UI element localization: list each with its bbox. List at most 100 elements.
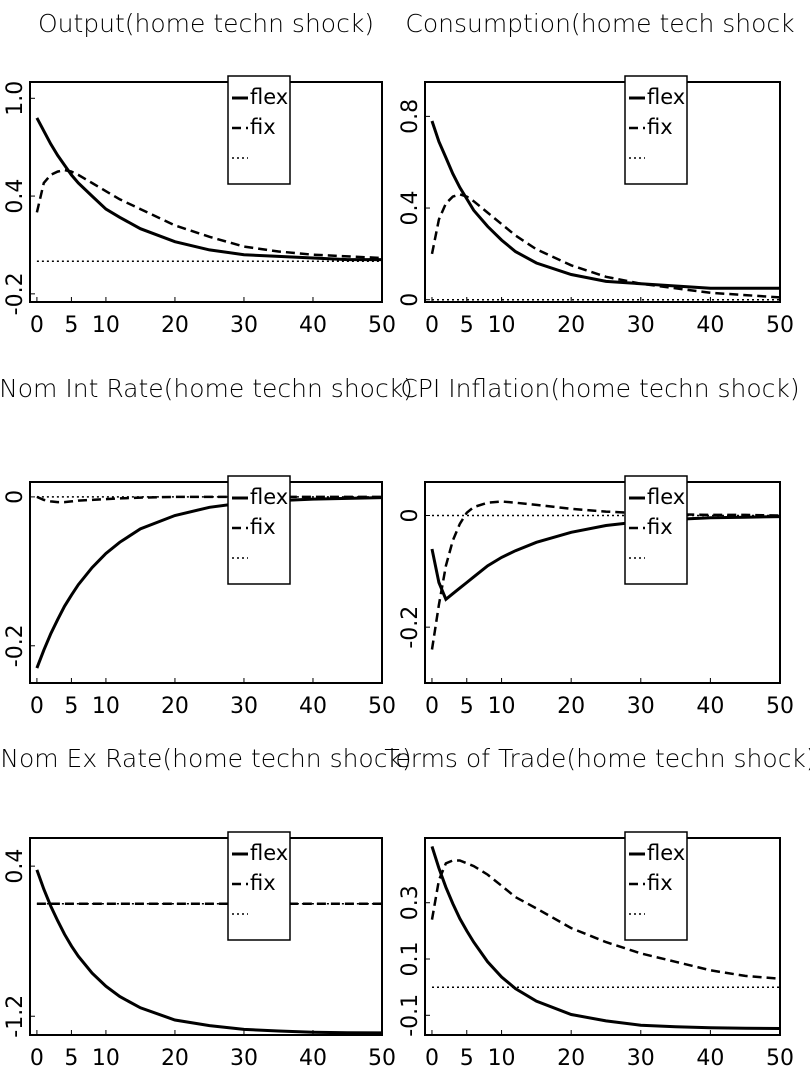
x-tick-label: 50 bbox=[766, 313, 794, 338]
series-line bbox=[430, 120, 780, 290]
x-tick-label: 5 bbox=[460, 694, 474, 719]
series-line bbox=[430, 192, 781, 299]
series-line bbox=[430, 845, 781, 1030]
legend-label: flex bbox=[647, 485, 685, 509]
legend-label: flex bbox=[647, 841, 685, 865]
x-tick-label: 20 bbox=[557, 313, 585, 338]
y-tick-label: 0.4 bbox=[398, 191, 423, 226]
x-tick-label: 50 bbox=[368, 694, 396, 719]
x-tick-label: 10 bbox=[92, 1046, 120, 1071]
x-tick-label: 40 bbox=[696, 1046, 724, 1071]
x-tick-label: 10 bbox=[92, 694, 120, 719]
legend-label: flex bbox=[250, 485, 288, 509]
legend: flex fix bbox=[624, 475, 688, 585]
chart-title: Consumption(home tech shock bbox=[405, 9, 794, 38]
plot-frame bbox=[29, 481, 383, 684]
x-tick-label: 10 bbox=[488, 694, 516, 719]
x-tick-label: 20 bbox=[161, 694, 189, 719]
plot-frame bbox=[29, 837, 383, 1036]
legend-label: fix bbox=[250, 871, 276, 895]
legend-box bbox=[624, 75, 688, 185]
series-line bbox=[430, 500, 781, 650]
x-tick-label: 5 bbox=[460, 313, 474, 338]
legend-label: flex bbox=[250, 85, 288, 109]
x-tick-label: 40 bbox=[299, 694, 327, 719]
x-tick-label: 50 bbox=[766, 1046, 794, 1071]
x-tick-label: 50 bbox=[368, 313, 396, 338]
legend-label: fix bbox=[647, 115, 673, 139]
legend: flex fix bbox=[227, 75, 291, 185]
x-tick-label: 10 bbox=[488, 313, 516, 338]
x-tick-label: 30 bbox=[627, 1046, 655, 1071]
y-tick-label: -0.2 bbox=[3, 272, 28, 315]
legend-label: fix bbox=[250, 515, 276, 539]
legend-box bbox=[227, 75, 291, 185]
x-tick-label: 10 bbox=[488, 1046, 516, 1071]
x-tick-label: 40 bbox=[299, 1046, 327, 1071]
legend-box bbox=[624, 475, 688, 585]
x-tick-label: 30 bbox=[230, 1046, 258, 1071]
y-tick-label: 0 bbox=[3, 490, 28, 504]
x-tick-label: 30 bbox=[230, 313, 258, 338]
series-line bbox=[35, 168, 383, 260]
y-tick-label: -0.1 bbox=[398, 994, 423, 1037]
x-tick-label: 5 bbox=[64, 313, 78, 338]
x-tick-label: 5 bbox=[460, 1046, 474, 1071]
legend-label: flex bbox=[647, 85, 685, 109]
y-tick-label: 0.3 bbox=[398, 885, 423, 920]
x-tick-label: 0 bbox=[425, 313, 439, 338]
series-line bbox=[430, 859, 781, 980]
x-tick-label: 30 bbox=[627, 313, 655, 338]
x-tick-label: 0 bbox=[30, 313, 44, 338]
x-tick-label: 30 bbox=[627, 694, 655, 719]
x-tick-label: 40 bbox=[696, 313, 724, 338]
x-tick-label: 40 bbox=[696, 694, 724, 719]
legend-label: flex bbox=[250, 841, 288, 865]
x-tick-label: 50 bbox=[766, 694, 794, 719]
plot-frame bbox=[424, 481, 781, 684]
chart-title: Nom Int Rate(home techn shock) bbox=[0, 374, 413, 403]
y-tick-label: -0.2 bbox=[3, 624, 28, 667]
legend-label: fix bbox=[647, 871, 673, 895]
y-tick-label: 0.8 bbox=[398, 99, 423, 134]
x-tick-label: 0 bbox=[425, 694, 439, 719]
legend: flex fix bbox=[227, 475, 291, 585]
x-tick-label: 10 bbox=[92, 313, 120, 338]
legend-label: fix bbox=[250, 115, 276, 139]
y-tick-label: -0.2 bbox=[398, 606, 423, 649]
series-line bbox=[35, 869, 383, 1035]
plot-frame bbox=[424, 837, 781, 1036]
legend-box bbox=[227, 831, 291, 941]
x-tick-label: 20 bbox=[161, 313, 189, 338]
series-line bbox=[35, 496, 383, 669]
y-tick-label: 0 bbox=[398, 293, 423, 307]
y-tick-label: 1.0 bbox=[3, 81, 28, 116]
plot-frame bbox=[424, 81, 781, 303]
chart-title: Terms of Trade(home techn shock) bbox=[384, 744, 810, 773]
legend-label: fix bbox=[647, 515, 673, 539]
x-tick-label: 5 bbox=[64, 694, 78, 719]
series-line bbox=[36, 495, 382, 504]
x-tick-label: 0 bbox=[425, 1046, 439, 1071]
x-tick-label: 30 bbox=[230, 694, 258, 719]
chart-title: Nom Ex Rate(home techn shock) bbox=[0, 744, 411, 773]
x-tick-label: 0 bbox=[30, 1046, 44, 1071]
series-line bbox=[430, 515, 781, 602]
legend-box bbox=[227, 475, 291, 585]
x-tick-label: 40 bbox=[299, 313, 327, 338]
x-tick-label: 0 bbox=[30, 694, 44, 719]
y-tick-label: 0.1 bbox=[398, 942, 423, 977]
x-tick-label: 20 bbox=[161, 1046, 189, 1071]
x-tick-label: 50 bbox=[368, 1046, 396, 1071]
x-tick-label: 20 bbox=[557, 694, 585, 719]
y-tick-label: 0.4 bbox=[3, 849, 28, 884]
y-tick-label: 0.4 bbox=[3, 179, 28, 214]
x-tick-label: 20 bbox=[557, 1046, 585, 1071]
y-tick-label: 0 bbox=[398, 509, 423, 523]
chart-title: CPI Inflation(home techn shock) bbox=[400, 374, 799, 403]
plot-frame bbox=[29, 81, 383, 303]
y-tick-label: -1.2 bbox=[3, 995, 28, 1038]
legend: flex fix bbox=[624, 75, 688, 185]
series-line bbox=[35, 117, 382, 262]
